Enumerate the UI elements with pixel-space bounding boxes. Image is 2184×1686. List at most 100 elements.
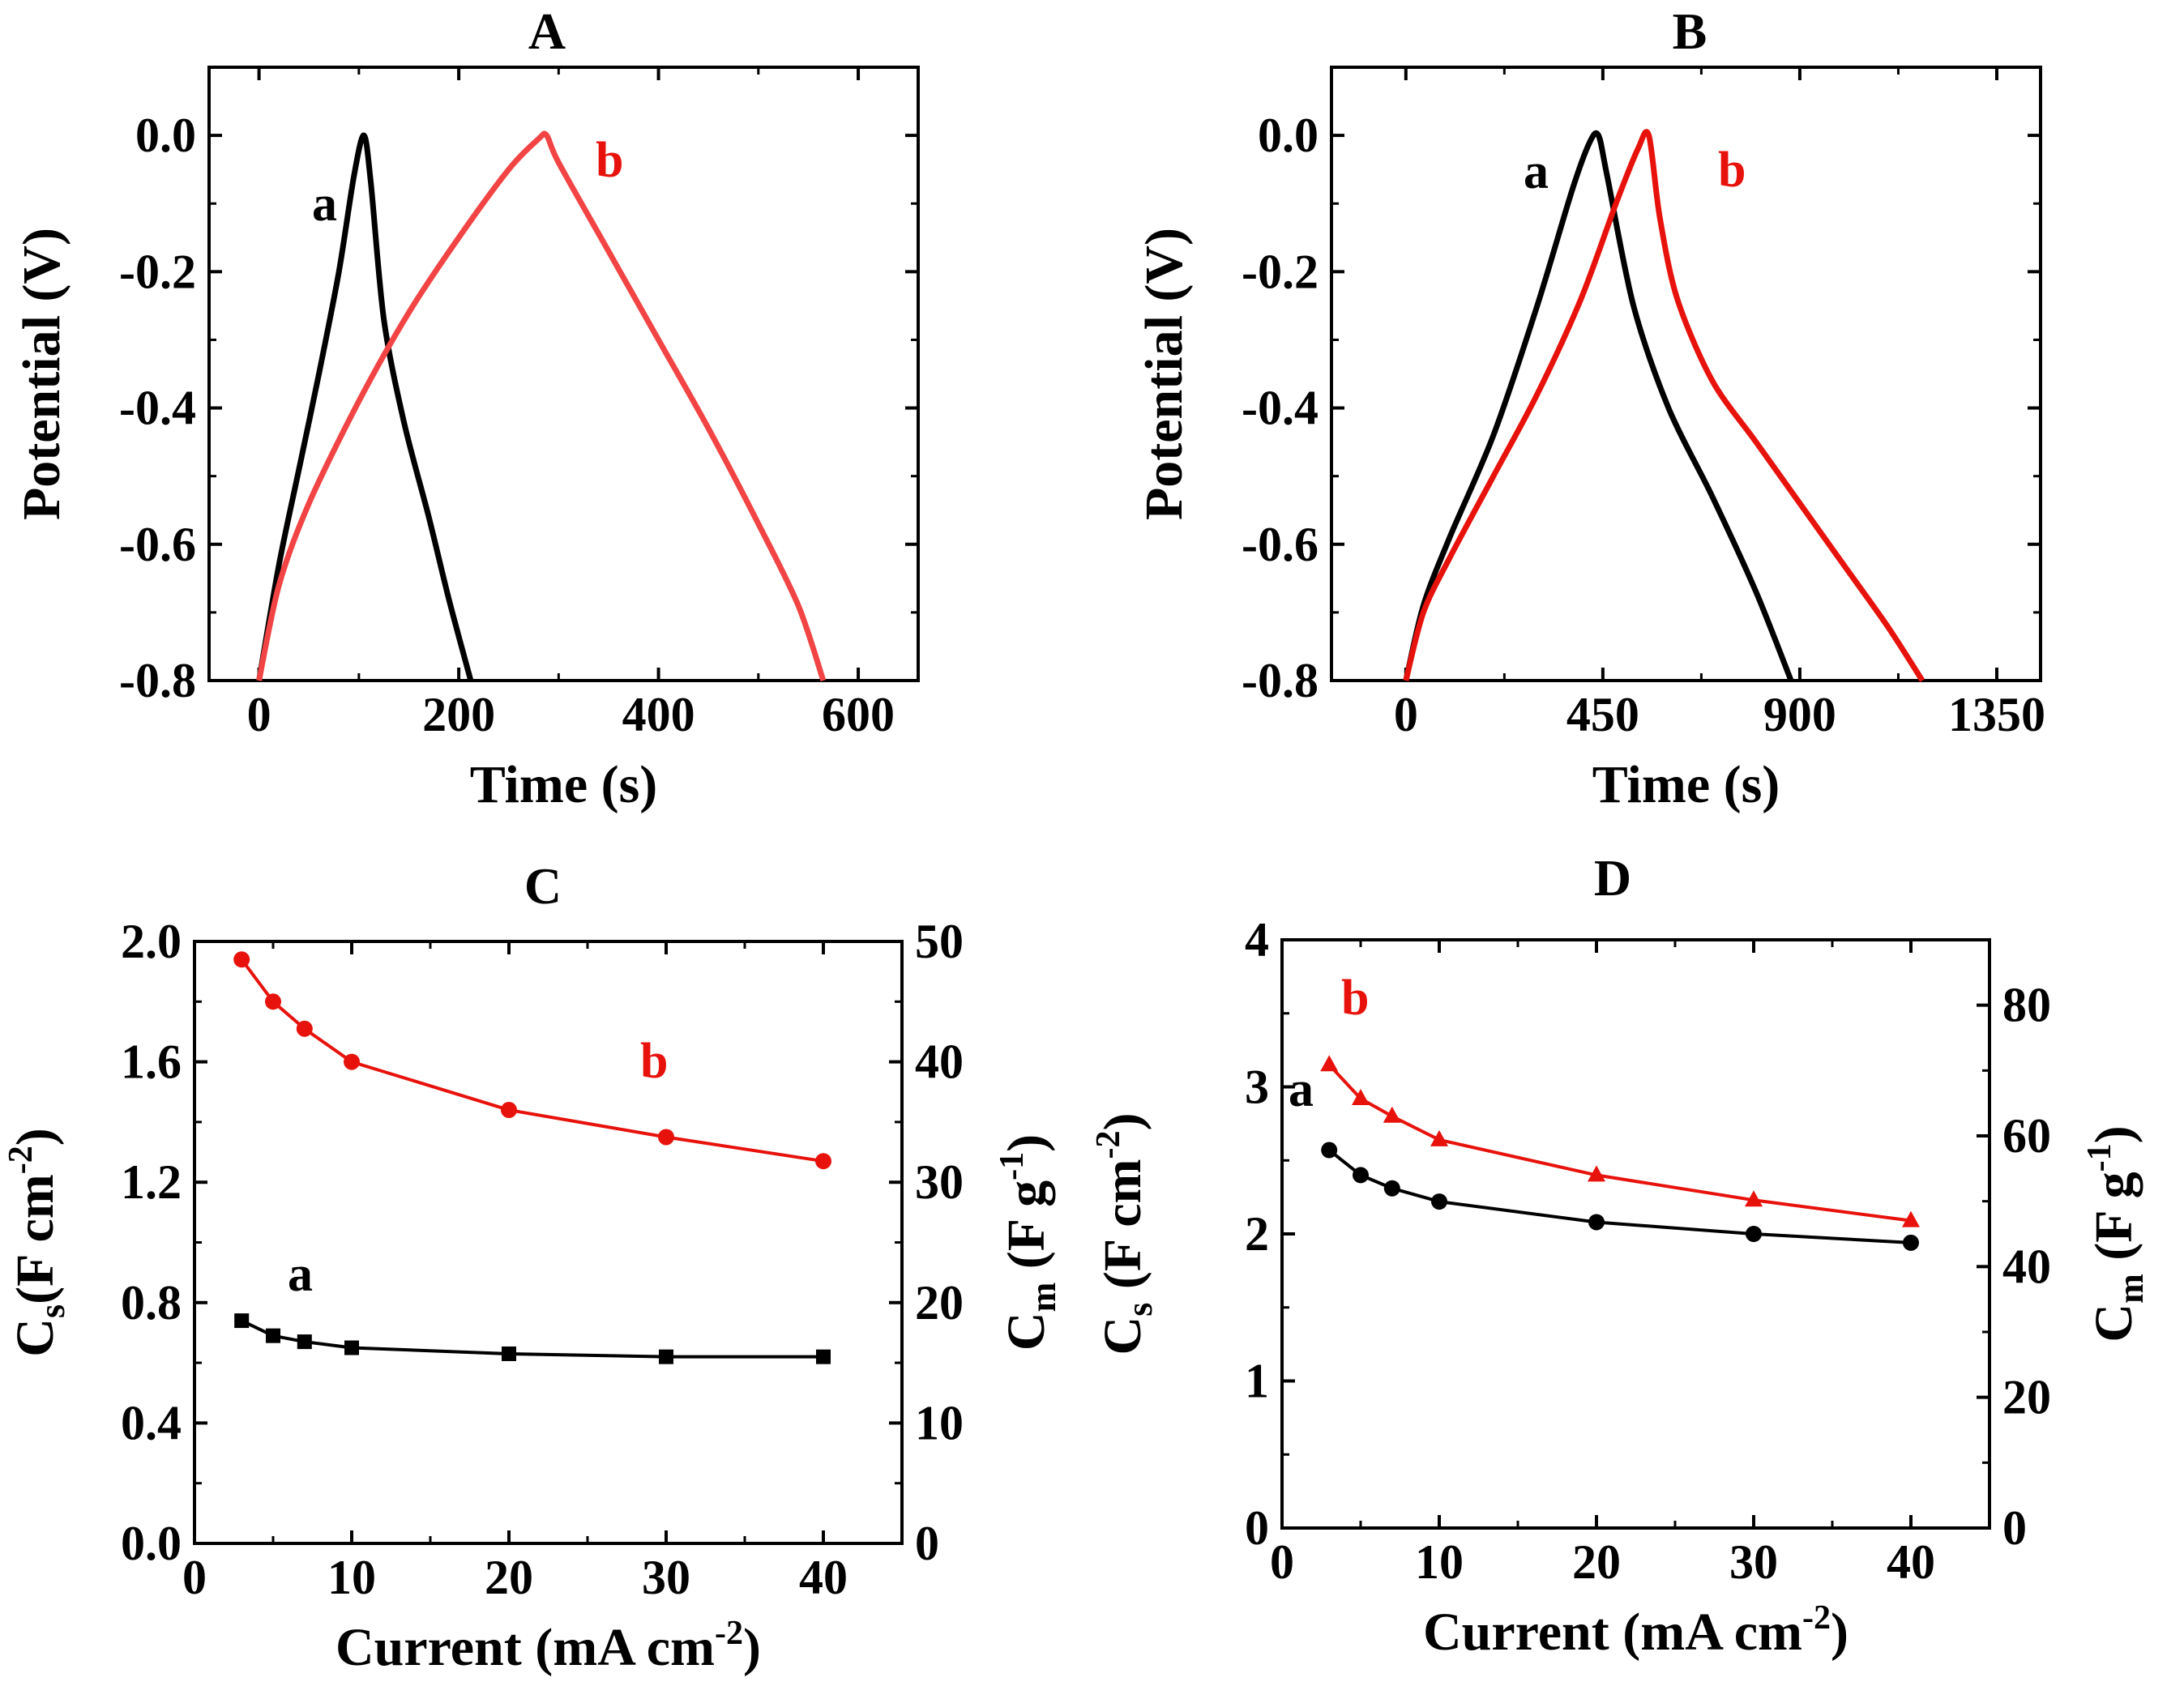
series-a xyxy=(1403,130,1794,682)
y2-tick-label: 40 xyxy=(2002,1240,2051,1293)
curve-label-a: a xyxy=(288,1247,313,1302)
data-point xyxy=(1383,1106,1401,1123)
data-point xyxy=(1431,1193,1447,1210)
y-axis-label-right: Cm (F g-1) xyxy=(2081,1125,2151,1342)
y-tick-label: -0.4 xyxy=(1242,382,1319,435)
series-b xyxy=(1320,1055,1920,1227)
y2-tick-label: 80 xyxy=(2002,979,2051,1032)
x-tick-label: 400 xyxy=(622,688,695,741)
x-tick-label: 450 xyxy=(1566,688,1639,741)
data-point xyxy=(1321,1142,1338,1159)
y2-tick-label: 0 xyxy=(915,1517,939,1570)
data-point xyxy=(1320,1055,1339,1072)
x-tick-label: 200 xyxy=(422,688,495,741)
x-tick-label: 900 xyxy=(1763,688,1836,741)
y-tick-label: -0.8 xyxy=(1242,654,1319,707)
y-tick-label: 3 xyxy=(1245,1061,1269,1114)
x-tick-label: 20 xyxy=(1572,1535,1621,1589)
data-point xyxy=(658,1129,674,1146)
series-line-a xyxy=(1403,130,1794,682)
panel-A: A 0 200 400 600 -0.8 -0.6 -0.4 -0.2 0.0 Time (s) Po… xyxy=(12,2,920,814)
series-a xyxy=(234,1313,831,1364)
x-tick-label: 600 xyxy=(822,688,895,741)
series-b xyxy=(1403,129,1925,682)
y-axis-label-left: Cs (F cm-2) xyxy=(1090,1113,1160,1355)
data-point xyxy=(344,1340,359,1355)
series-line-b xyxy=(1327,1063,1912,1223)
y-tick-label: 1.6 xyxy=(121,1035,182,1089)
y2-tick-label: 50 xyxy=(915,915,964,968)
panel-title: C xyxy=(524,857,562,915)
y-axis-label: Potential (V) xyxy=(12,228,71,520)
data-point xyxy=(234,1313,250,1329)
data-point xyxy=(1746,1226,1762,1242)
y-tick-label: -0.2 xyxy=(1242,245,1319,298)
x-tick-label: 30 xyxy=(1729,1535,1778,1589)
x-axis-label: Time (s) xyxy=(470,755,658,814)
x-tick-label: 10 xyxy=(1415,1535,1464,1589)
series-line-a xyxy=(1327,1148,1912,1244)
y-tick-label: 0.0 xyxy=(121,1517,182,1570)
data-point xyxy=(502,1346,516,1361)
y2-tick-label: 20 xyxy=(2002,1371,2051,1424)
y-tick-label: 1 xyxy=(1245,1355,1269,1408)
curve-label-a: a xyxy=(1524,144,1549,199)
data-point xyxy=(1902,1210,1920,1227)
data-point xyxy=(1588,1214,1605,1231)
x-tick-label: 30 xyxy=(642,1551,690,1604)
panel-B: B 0 450 900 1350 -0.8 -0.6 -0.4 -0.2 0.0 Time (s) P… xyxy=(1135,2,2045,814)
curve-label-a: a xyxy=(1289,1062,1314,1117)
x-tick-label: 40 xyxy=(799,1551,848,1604)
data-point xyxy=(265,993,281,1010)
curve-label-a: a xyxy=(312,177,337,232)
data-point xyxy=(1353,1167,1369,1184)
x-tick-label: 0 xyxy=(1270,1535,1294,1589)
data-point xyxy=(1352,1089,1370,1106)
data-point xyxy=(659,1349,673,1364)
series-b xyxy=(233,951,831,1170)
series-line-b xyxy=(1403,129,1925,682)
y-tick-label: 4 xyxy=(1245,913,1269,967)
y-tick-label: 0.8 xyxy=(121,1276,182,1330)
x-tick-label: 10 xyxy=(327,1551,376,1604)
data-point xyxy=(815,1153,831,1170)
y-tick-label: 2.0 xyxy=(121,915,182,968)
curve-label-b: b xyxy=(640,1034,668,1089)
series-a xyxy=(1321,1142,1919,1251)
data-point xyxy=(1430,1129,1448,1146)
y2-tick-label: 20 xyxy=(915,1276,964,1330)
x-tick-label: 40 xyxy=(1887,1535,1935,1589)
data-point xyxy=(266,1328,280,1343)
y-tick-label: 1.2 xyxy=(121,1155,182,1209)
y-tick-label: -0.6 xyxy=(1242,518,1319,571)
data-point xyxy=(501,1102,517,1119)
y-tick-label: -0.8 xyxy=(119,654,196,707)
data-point xyxy=(1903,1234,1919,1251)
data-point xyxy=(344,1053,360,1070)
y-tick-label: 0.0 xyxy=(135,109,196,162)
data-point xyxy=(233,951,250,968)
x-axis-label: Current (mA cm-2) xyxy=(336,1615,761,1677)
panel-title: D xyxy=(1594,849,1631,907)
y-tick-label: 2 xyxy=(1245,1207,1269,1261)
plot-frame xyxy=(207,66,920,682)
y-tick-label: -0.6 xyxy=(119,518,196,571)
data-point xyxy=(297,1334,312,1350)
data-point xyxy=(1383,1180,1400,1197)
x-axis-label: Current (mA cm-2) xyxy=(1423,1599,1848,1662)
data-point xyxy=(1745,1190,1763,1207)
y-tick-label: -0.2 xyxy=(119,245,196,298)
curve-label-b: b xyxy=(596,133,623,188)
y-tick-label: 0 xyxy=(1245,1501,1269,1555)
y-tick-label: 0.4 xyxy=(121,1396,182,1449)
y2-tick-label: 0 xyxy=(2002,1501,2027,1555)
y2-tick-label: 30 xyxy=(915,1155,964,1209)
y-tick-label: 0.0 xyxy=(1258,109,1319,162)
x-tick-label: 0 xyxy=(182,1551,207,1604)
y-tick-label: -0.4 xyxy=(119,382,196,435)
panel-C: C 0 10 20 30 40 0.0 0.4 0.8 1.2 1.6 2.0 0 10 20 30 40 50 C… xyxy=(2,857,1063,1677)
series-line-b xyxy=(256,130,827,682)
plot-frame xyxy=(1280,938,1991,1530)
